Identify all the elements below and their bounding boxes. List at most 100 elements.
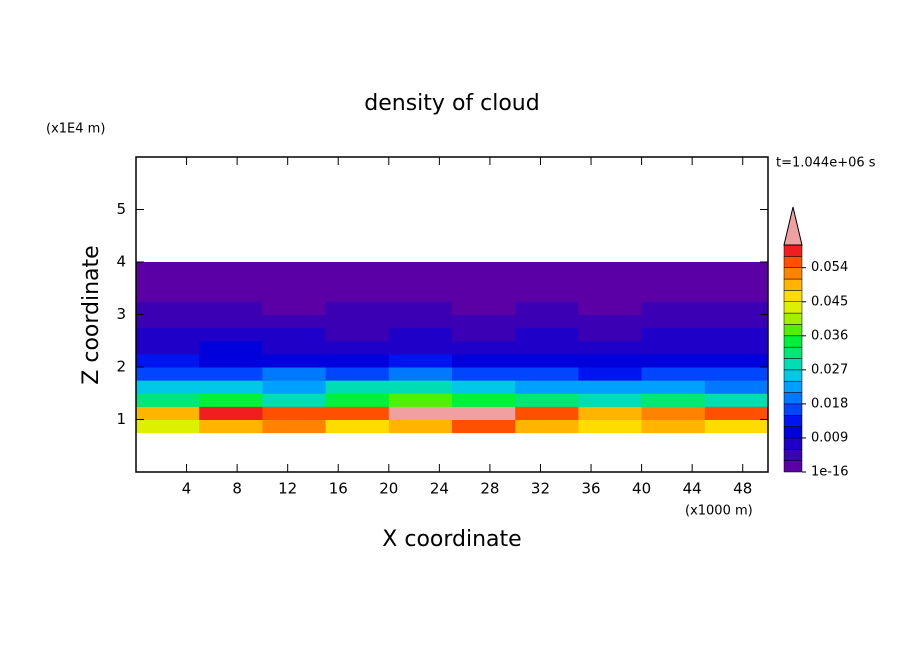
heat-cell (325, 275, 390, 289)
heat-cell (452, 393, 516, 407)
heat-cell (452, 314, 516, 329)
heat-cell (262, 393, 327, 407)
heat-cell (388, 301, 453, 315)
heat-cell (452, 288, 516, 302)
heat-cell (262, 262, 327, 276)
heat-cell (325, 301, 390, 315)
colorbar-box (783, 369, 803, 382)
heat-cell (325, 406, 390, 420)
heat-cell (515, 262, 579, 276)
x-tick-label: 32 (531, 480, 550, 498)
y-tick-label: 1 (116, 410, 126, 428)
heat-cell (136, 419, 200, 434)
heat-cell (515, 367, 579, 381)
heat-cell (704, 262, 769, 276)
heat-cell (199, 275, 263, 289)
heat-cell (136, 327, 200, 342)
heat-cell (136, 314, 200, 329)
time-label: t=1.044e+06 s (776, 156, 876, 171)
colorbar-tick-label: 0.027 (811, 362, 848, 377)
heat-cell (388, 393, 453, 407)
heat-cell (641, 275, 706, 289)
heat-cell (704, 353, 769, 368)
heat-cell (136, 275, 200, 289)
y-tick-label: 3 (116, 305, 126, 323)
x-tick-label: 28 (480, 480, 499, 498)
heat-cell (199, 393, 263, 407)
colorbar-box (783, 256, 803, 268)
heat-cell (704, 367, 769, 381)
heat-cell (641, 327, 706, 342)
heat-cell (515, 340, 579, 355)
heat-cell (452, 367, 516, 381)
heat-cell (388, 353, 453, 368)
colorbar-box (783, 449, 803, 461)
heat-cell (136, 340, 200, 355)
colorbar-tick-label: 0.036 (811, 328, 848, 343)
heat-cell (578, 340, 643, 355)
heat-cell (641, 406, 706, 420)
heat-cell (325, 262, 390, 276)
colorbar-box (783, 290, 803, 302)
heat-cell (515, 353, 579, 368)
colorbar-box (783, 278, 803, 291)
heat-cell (578, 301, 643, 315)
x-tick-label: 24 (430, 480, 449, 498)
heat-cell (136, 406, 200, 420)
heat-cell (704, 327, 769, 342)
heat-cell (325, 393, 390, 407)
colorbar-box (783, 358, 803, 371)
colorbar-box (783, 267, 803, 280)
heat-cell (641, 380, 706, 394)
y-unit: (x1E4 m) (46, 122, 105, 137)
heat-cell (262, 275, 327, 289)
y-tick-label: 4 (116, 253, 126, 271)
colorbar-box (783, 415, 803, 427)
heat-cell (641, 301, 706, 315)
heat-cell (578, 353, 643, 368)
heat-cell (704, 419, 769, 434)
heat-cell (452, 262, 516, 276)
y-tick-label: 5 (116, 200, 126, 218)
heat-cell (199, 288, 263, 302)
heat-cell (641, 353, 706, 368)
heat-cell (578, 393, 643, 407)
heat-cell (515, 275, 579, 289)
heat-cell (325, 314, 390, 329)
heat-cell (641, 393, 706, 407)
heat-cell (704, 380, 769, 394)
colorbar-box (783, 335, 803, 348)
x-tick-label: 16 (329, 480, 348, 498)
heat-cell (641, 314, 706, 329)
x-tick-label: 20 (379, 480, 398, 498)
colorbar-box (783, 437, 803, 450)
heat-cell (704, 301, 769, 315)
heat-cell (578, 327, 643, 342)
heat-cell (515, 380, 579, 394)
heat-cell (641, 288, 706, 302)
x-axis-label: X coordinate (382, 527, 521, 552)
heat-cell (199, 340, 263, 355)
heat-cell (578, 288, 643, 302)
heat-cell (388, 406, 453, 420)
x-tick-label: 40 (632, 480, 651, 498)
heat-cell (388, 262, 453, 276)
colorbar-box (783, 312, 803, 325)
heat-cell (578, 419, 643, 434)
heat-cell (515, 327, 579, 342)
heat-cell (515, 419, 579, 434)
heat-cell (136, 288, 200, 302)
colorbar-box (783, 403, 803, 416)
heat-cell (136, 367, 200, 381)
heat-cell (325, 367, 390, 381)
heat-cell (262, 380, 327, 394)
x-tick-label: 4 (182, 480, 192, 498)
heat-cell (136, 380, 200, 394)
colorbar-tick-label: 0.054 (811, 260, 848, 275)
heat-cell (578, 275, 643, 289)
heat-cell (452, 380, 516, 394)
heat-cell (262, 353, 327, 368)
heat-cell (515, 393, 579, 407)
heat-cell (641, 340, 706, 355)
